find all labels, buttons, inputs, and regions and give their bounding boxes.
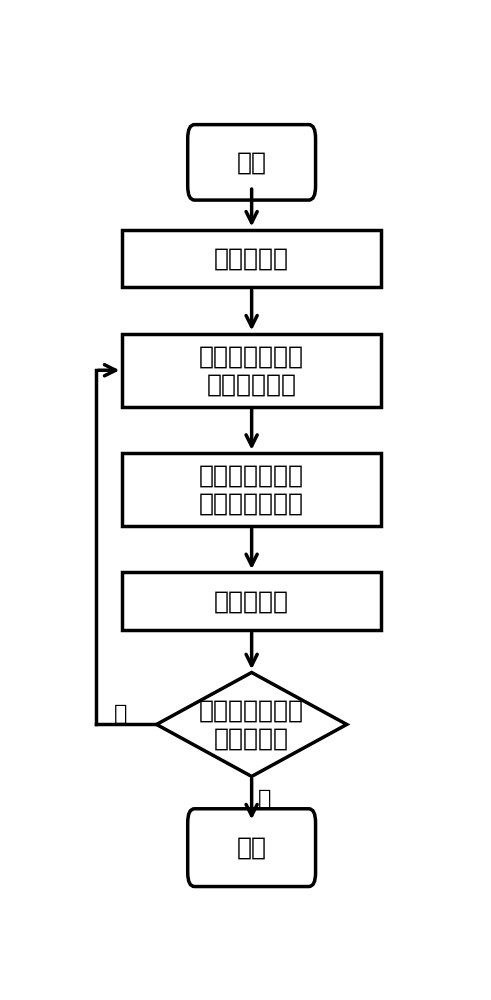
Text: 开始: 开始: [237, 150, 267, 174]
Text: 与目标点距离是
否小于步长: 与目标点距离是 否小于步长: [199, 699, 304, 750]
Bar: [122, 453, 381, 526]
Text: 否: 否: [114, 704, 127, 724]
Polygon shape: [157, 672, 347, 776]
FancyBboxPatch shape: [188, 125, 316, 200]
Bar: [122, 572, 381, 630]
Text: 终止: 终止: [237, 836, 267, 860]
Bar: [122, 230, 381, 287]
Bar: [122, 334, 381, 407]
Text: 是: 是: [258, 789, 272, 809]
Text: 建立当前点路径
规划代价函数: 建立当前点路径 规划代价函数: [199, 344, 304, 396]
Text: 粒子群算法寻找
代价函数最优点: 粒子群算法寻找 代价函数最优点: [199, 464, 304, 516]
Text: 初始化参数: 初始化参数: [214, 247, 289, 271]
FancyBboxPatch shape: [188, 809, 316, 887]
Text: 下一路径点: 下一路径点: [214, 589, 289, 613]
